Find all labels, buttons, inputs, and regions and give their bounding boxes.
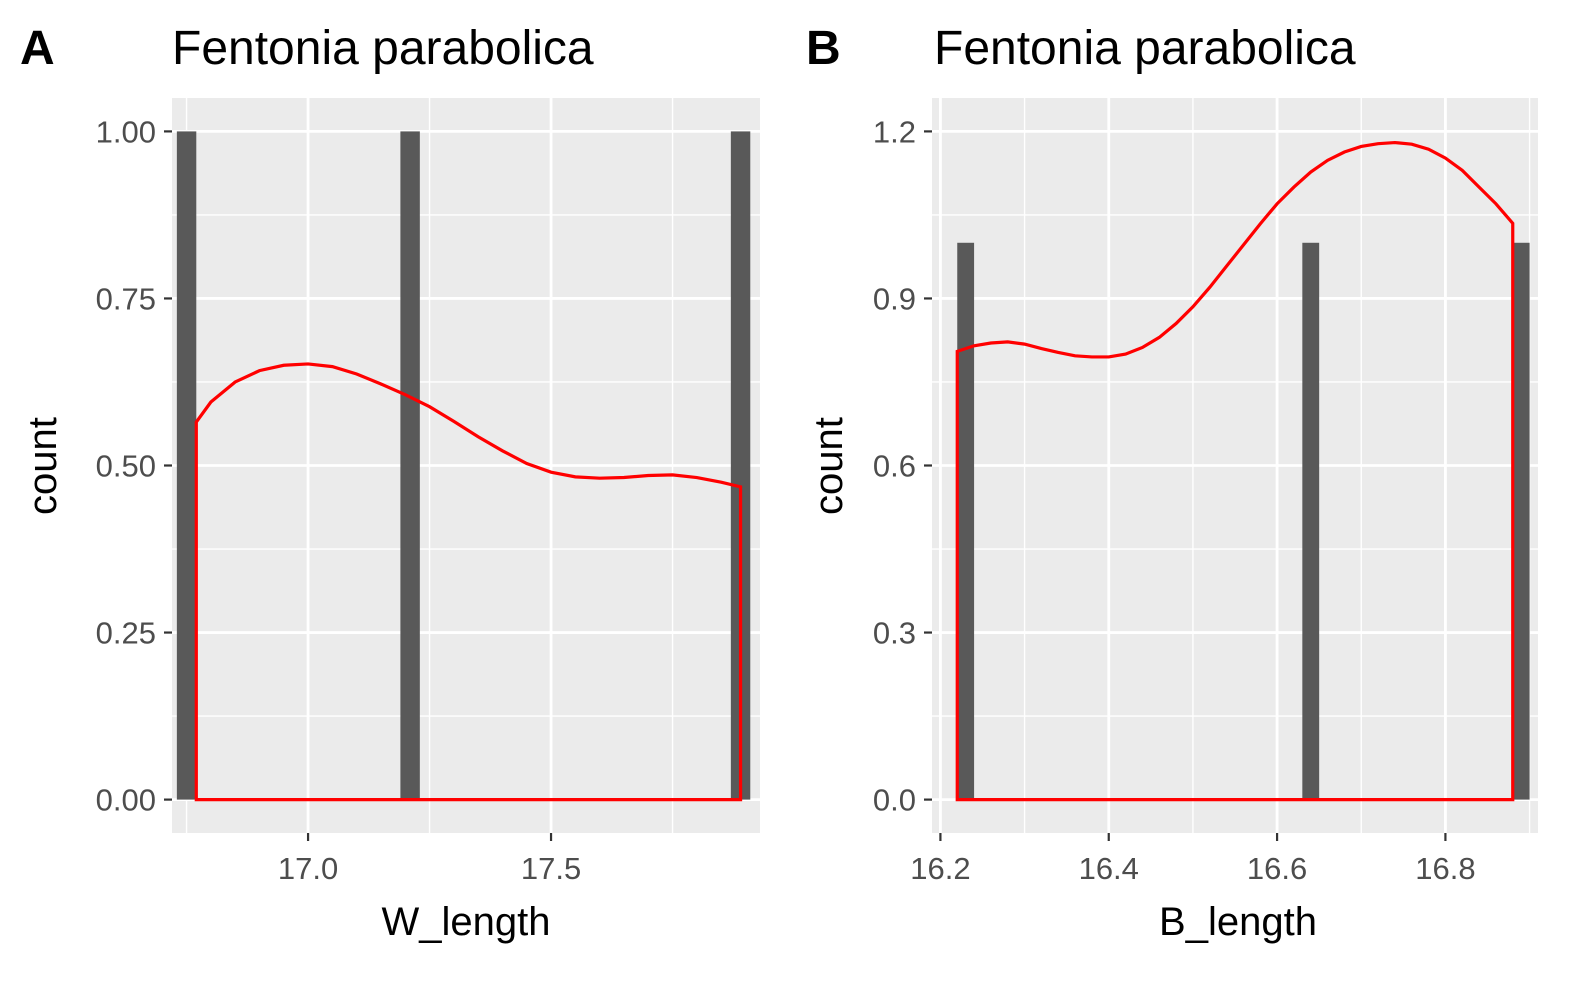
- panel-b-axes: 16.2 16.4 16.6 16.8 0.0 0.3 0.6 0.9 1.2: [873, 114, 1476, 886]
- panel-a-y-tick-label: 0.75: [96, 281, 156, 316]
- panel-b-x-tick-label: 16.4: [1079, 851, 1139, 886]
- panel-b-x-axis-title: B_length: [1159, 900, 1317, 944]
- panel-b-y-tick-label: 0.9: [873, 281, 916, 316]
- panel-a-title: Fentonia parabolica: [172, 22, 594, 75]
- panel-a-x-tick-label: 17.5: [521, 851, 581, 886]
- panel-a-y-tick-label: 0.25: [96, 616, 156, 651]
- panel-b-tag: B: [806, 22, 841, 75]
- panel-a-axes: 17.0 17.5 0.00 0.25 0.50 0.75 1.00: [96, 114, 582, 886]
- panel-b-bar: [1302, 242, 1320, 800]
- panel-a-density-curve: [194, 362, 743, 802]
- panel-a-y-tick-label: 1.00: [96, 114, 156, 149]
- panel-b-title: Fentonia parabolica: [934, 22, 1356, 75]
- panel-b-x-tick-label: 16.2: [910, 851, 970, 886]
- panel-b-bar: [957, 242, 975, 800]
- panel-b-bar: [1512, 242, 1530, 800]
- panel-b-density-curve: [955, 140, 1515, 802]
- panel-b-bars: [957, 242, 1530, 800]
- panel-a-x-tick-label: 17.0: [278, 851, 338, 886]
- panel-a-bar: [400, 131, 420, 800]
- panel-b-x-tick-label: 16.6: [1247, 851, 1307, 886]
- panel-b-y-axis-title: count: [807, 417, 851, 515]
- panel-a-y-axis-title: count: [21, 417, 65, 515]
- panel-a-bar: [176, 131, 197, 800]
- panel-b-y-tick-label: 0.0: [873, 783, 916, 818]
- panel-a-x-axis-title: W_length: [382, 900, 551, 944]
- panel-a-bar: [730, 131, 751, 800]
- panel-b-y-tick-label: 0.3: [873, 616, 916, 651]
- panel-b-y-tick-label: 1.2: [873, 114, 916, 149]
- panel-b-grid: [932, 98, 1538, 833]
- panel-a-bars: [176, 131, 751, 800]
- panel-a-y-tick-label: 0.50: [96, 449, 156, 484]
- panel-a-y-tick-label: 0.00: [96, 783, 156, 818]
- panel-b-y-tick-label: 0.6: [873, 449, 916, 484]
- panel-a-tag: A: [20, 22, 55, 75]
- panel-a: A Fentonia parabolica 17.0 17.5 0.00 0.25 0.…: [20, 22, 760, 944]
- panel-b: B Fentonia parabolica 16.2 16.4 16.6 16.8 0.…: [806, 22, 1538, 944]
- panel-b-x-tick-label: 16.8: [1415, 851, 1475, 886]
